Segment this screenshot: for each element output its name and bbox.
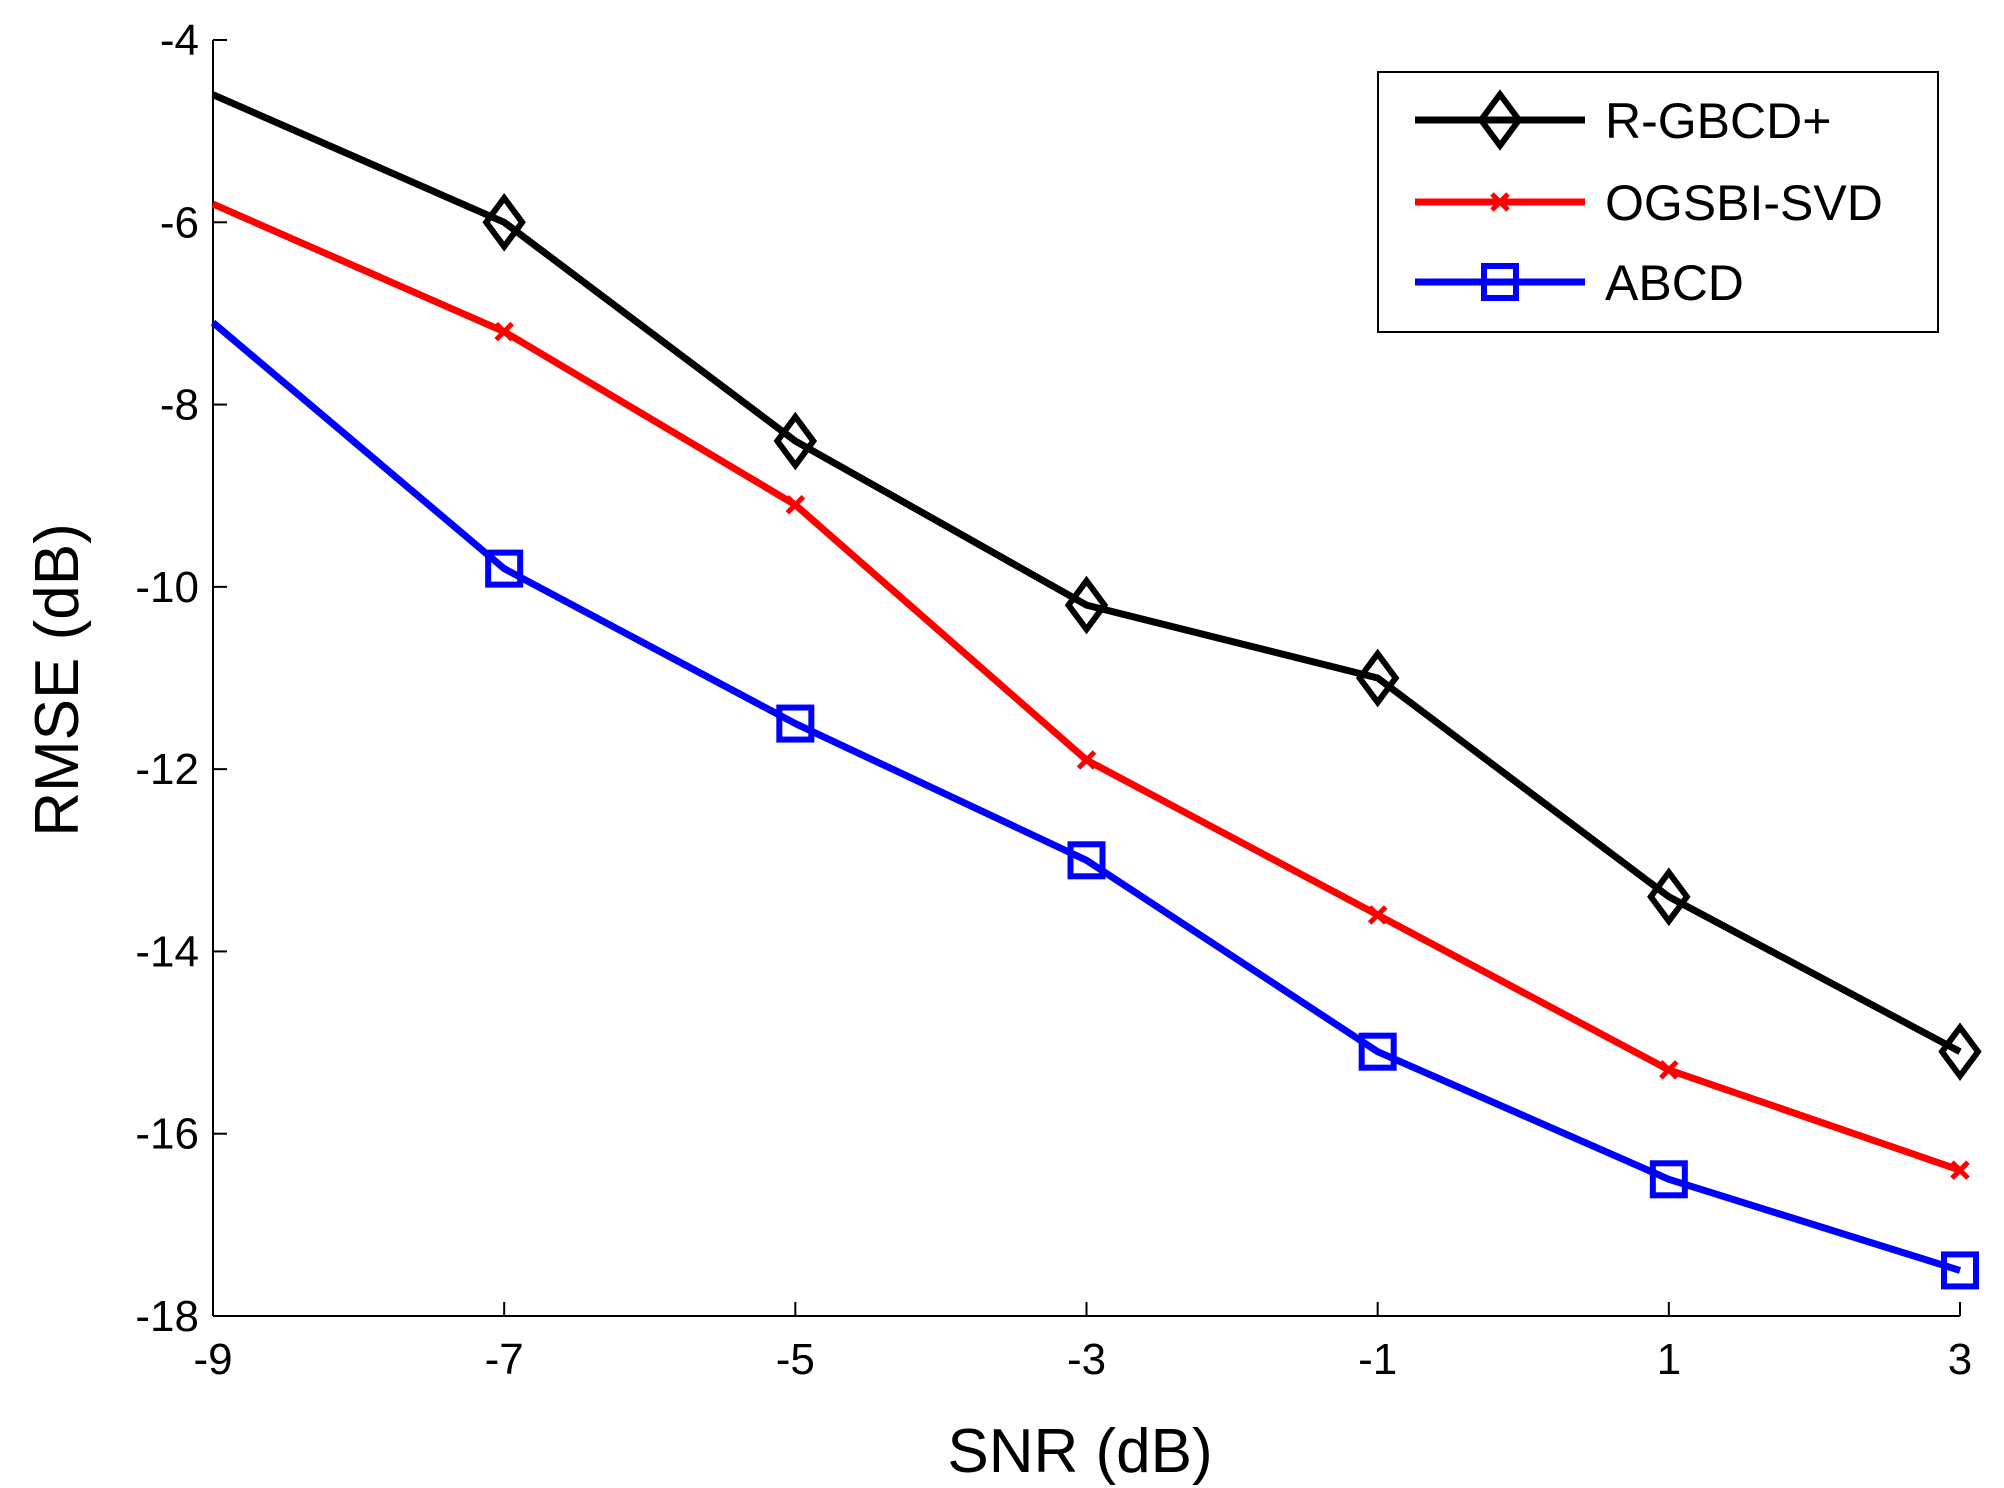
series-line-2 [210, 319, 1962, 1274]
data-point-0-6 [1938, 1022, 1982, 1082]
data-point-1-2-stroke-b [785, 495, 806, 515]
y-axis-title: RMSE (dB) [23, 523, 92, 836]
y-tick-label: -14 [135, 927, 199, 976]
series-0 [211, 91, 1982, 1082]
legend: R-GBCD+ OGSBI-SVD ABCD [1377, 71, 1939, 333]
data-point-2-4 [1358, 1032, 1397, 1071]
y-tick-label: -4 [160, 16, 199, 65]
data-point-1-1 [494, 321, 514, 342]
series-line-0 [211, 91, 1962, 1055]
legend-label-1: OGSBI-SVD [1605, 175, 1883, 231]
axes: -9 -7 -5 -3 -1 1 3 -4 -6 -8 -10 -12 -14 -16 -18 [135, 16, 1972, 1384]
x-tick-label: -7 [485, 1335, 524, 1384]
data-point-1-3-stroke-b [1076, 750, 1097, 770]
x-tick-label: 1 [1657, 1335, 1681, 1384]
legend-marker-0 [1477, 89, 1523, 151]
data-point-1-3 [1076, 750, 1097, 770]
y-tick-label: -8 [160, 381, 199, 430]
data-point-1-4 [1367, 905, 1388, 925]
data-point-1-1-stroke-b [494, 321, 514, 342]
y-tick-label: -12 [135, 745, 199, 794]
x-axis-title: SNR (dB) [947, 1417, 1212, 1486]
data-point-2-1 [485, 549, 524, 588]
data-point-0-3 [1064, 575, 1109, 635]
data-point-1-5 [1659, 1060, 1679, 1080]
legend-label-2: ABCD [1605, 255, 1744, 311]
series-layer [210, 91, 1982, 1290]
data-point-1-6-stroke-b [1950, 1160, 1970, 1180]
data-point-0-1 [482, 192, 526, 252]
x-tick-label: 3 [1948, 1335, 1972, 1384]
data-point-1-6 [1950, 1160, 1970, 1180]
series-1 [211, 200, 1970, 1180]
y-tick-label: -10 [135, 563, 199, 612]
legend-label-0: R-GBCD+ [1605, 93, 1831, 149]
legend-marker-1 [1490, 192, 1510, 212]
data-point-0-2 [773, 411, 818, 471]
data-point-0-5 [1647, 867, 1691, 927]
legend-marker-2 [1481, 263, 1519, 301]
data-point-2-5 [1649, 1160, 1688, 1199]
series-2 [210, 319, 1979, 1290]
data-point-1-5-stroke-b [1659, 1060, 1679, 1080]
legend-marker-1-stroke-b [1490, 192, 1510, 212]
data-point-1-2 [785, 495, 806, 515]
data-point-2-3 [1067, 841, 1106, 880]
data-point-0-4 [1355, 648, 1400, 708]
x-tick-label: -3 [1067, 1335, 1106, 1384]
x-tick-label: -5 [776, 1335, 815, 1384]
data-point-2-2 [776, 704, 815, 743]
y-tick-label: -18 [135, 1292, 199, 1341]
data-point-2-6 [1941, 1251, 1979, 1290]
y-tick-label: -16 [135, 1110, 199, 1159]
x-tick-label: -1 [1358, 1335, 1397, 1384]
x-tick-label: -9 [193, 1335, 232, 1384]
data-point-1-4-stroke-b [1367, 905, 1388, 925]
y-tick-label: -6 [160, 198, 199, 247]
